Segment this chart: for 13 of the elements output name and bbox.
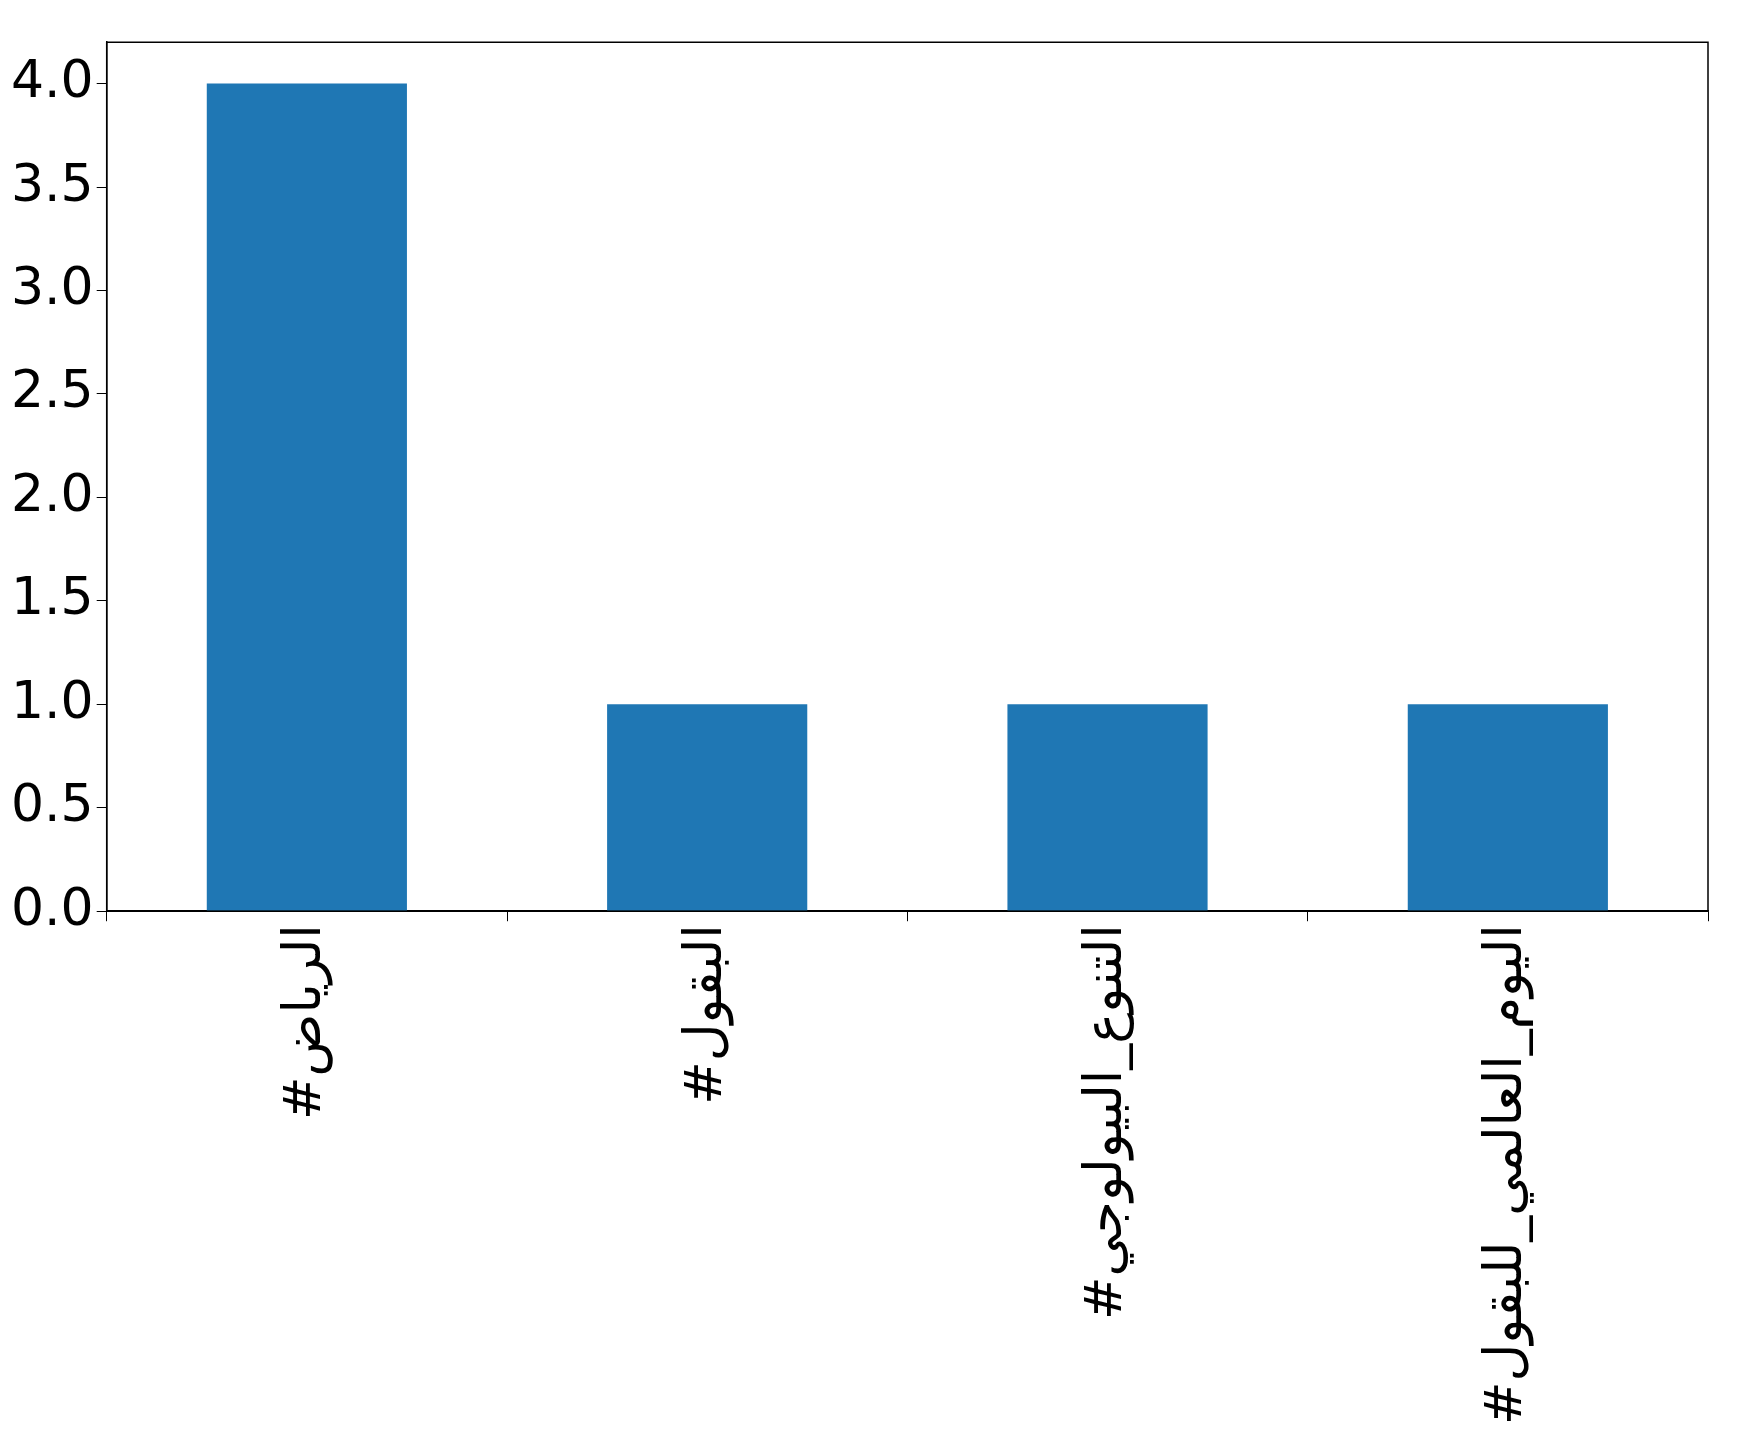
x-tick-label: #الرياض xyxy=(272,924,334,1120)
y-tick-label: 1.0 xyxy=(10,669,94,730)
x-tick-label: #البقول xyxy=(672,924,734,1105)
y-tick-label: 3.5 xyxy=(10,152,94,213)
y-tick-label: 2.5 xyxy=(10,359,94,420)
y-tick-label: 0.5 xyxy=(10,773,94,834)
y-tick-label: 4.0 xyxy=(10,49,94,110)
y-tick-label: 0.0 xyxy=(10,876,94,937)
y-tick-label: 2.0 xyxy=(10,462,94,523)
y-tick-label: 3.0 xyxy=(10,256,94,317)
x-tick-label: #اليوم_العالمي_للبقول xyxy=(1473,924,1535,1426)
y-tick-label: 1.5 xyxy=(10,566,94,627)
x-tick-label: #التنوع_البيولوجي xyxy=(1073,924,1135,1321)
